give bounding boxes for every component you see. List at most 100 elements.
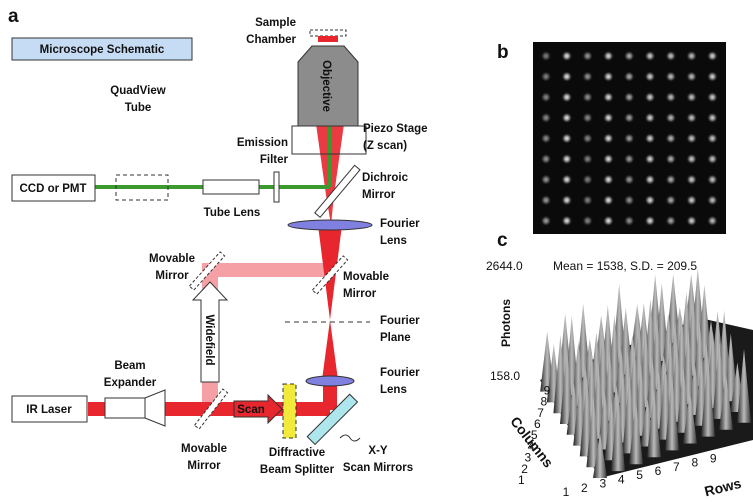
spot: [541, 51, 552, 62]
row-tick: 9: [710, 451, 717, 465]
spot: [603, 195, 614, 206]
spot: [582, 112, 593, 123]
spot: [686, 133, 697, 144]
spot: [707, 154, 718, 165]
row-tick: 8: [691, 456, 698, 470]
component-label: Widefield: [203, 314, 215, 365]
spot: [707, 71, 718, 82]
component-label: Tube Lens: [204, 207, 261, 219]
spot: [603, 92, 614, 103]
spot: [603, 71, 614, 82]
component-label: Objective: [320, 60, 332, 112]
spot: [624, 71, 635, 82]
component-label: Plane: [380, 332, 411, 344]
spot: [665, 112, 676, 123]
spot: [603, 112, 614, 123]
component-label: Fourier: [380, 218, 420, 230]
spot: [603, 133, 614, 144]
widefield-beam: [202, 263, 327, 277]
spot: [582, 215, 593, 226]
component-label: Piezo Stage: [363, 123, 428, 135]
spot: [603, 154, 614, 165]
figure: a b c Microscope Schematic SampleChamber…: [0, 0, 753, 502]
component-label: Mirror: [362, 189, 396, 201]
spot: [582, 51, 593, 62]
spot: [541, 92, 552, 103]
spot: [645, 154, 656, 165]
spot: [541, 215, 552, 226]
component-label: Sample: [255, 17, 296, 29]
spot: [624, 195, 635, 206]
component-label: Beam: [114, 360, 145, 372]
spot: [624, 154, 635, 165]
row-tick: 1: [563, 485, 570, 499]
spot: [541, 133, 552, 144]
spot: [665, 174, 676, 185]
spot: [541, 71, 552, 82]
z-min: 158.0: [490, 369, 520, 383]
spot: [645, 195, 656, 206]
spot: [582, 133, 593, 144]
row-tick: 6: [655, 464, 662, 478]
panel-letter: c: [497, 230, 508, 251]
spot: [624, 174, 635, 185]
schematic-title: Microscope Schematic: [40, 44, 165, 56]
row-tick: 4: [618, 472, 625, 486]
z-label: Photons: [499, 299, 513, 347]
spot: [645, 133, 656, 144]
beam: [322, 320, 338, 380]
spot: [645, 51, 656, 62]
rows-label: Rows: [703, 475, 743, 500]
spot: [707, 51, 718, 62]
spot: [582, 154, 593, 165]
component-label: Emission: [237, 137, 288, 149]
tube-lens: [203, 180, 259, 194]
spot: [582, 71, 593, 82]
spot: [645, 174, 656, 185]
spot: [665, 51, 676, 62]
spot: [561, 133, 572, 144]
component-label: IR Laser: [26, 404, 72, 416]
spot: [686, 112, 697, 123]
dichroic-mirror: [315, 165, 360, 217]
spot: [686, 215, 697, 226]
spot: [624, 215, 635, 226]
component-label: CCD or PMT: [19, 183, 86, 195]
emission-filter: [274, 172, 279, 202]
spot: [624, 133, 635, 144]
spot: [541, 154, 552, 165]
column-tick: 9: [544, 383, 551, 397]
spot: [665, 71, 676, 82]
spot: [686, 195, 697, 206]
spot: [686, 174, 697, 185]
spots: [541, 51, 718, 227]
spot: [561, 195, 572, 206]
component-label: Chamber: [246, 34, 296, 46]
spot: [624, 51, 635, 62]
component-label: QuadView: [110, 85, 165, 97]
component-label: Tube: [125, 102, 152, 114]
row-tick: 3: [599, 477, 606, 491]
component-label: Lens: [380, 384, 407, 396]
component-label: Mirror: [155, 270, 189, 282]
rotation-symbol: [340, 435, 360, 441]
beam-expander: [105, 390, 165, 426]
component-label: Beam Splitter: [260, 464, 335, 476]
component-label: Movable: [149, 253, 195, 265]
spot: [624, 112, 635, 123]
spot: [561, 92, 572, 103]
spot: [707, 112, 718, 123]
spot: [561, 71, 572, 82]
component-label: Fourier: [380, 315, 420, 327]
row-tick: 2: [581, 481, 588, 495]
component-label: Mirror: [187, 460, 221, 472]
spot: [582, 174, 593, 185]
row-tick: 7: [673, 460, 680, 474]
component-label: Diffractive: [269, 447, 325, 459]
spot: [686, 92, 697, 103]
component-label: Movable: [343, 271, 389, 283]
spot: [707, 133, 718, 144]
spot: [582, 195, 593, 206]
spot: [561, 154, 572, 165]
component-label: Fourier: [380, 367, 420, 379]
